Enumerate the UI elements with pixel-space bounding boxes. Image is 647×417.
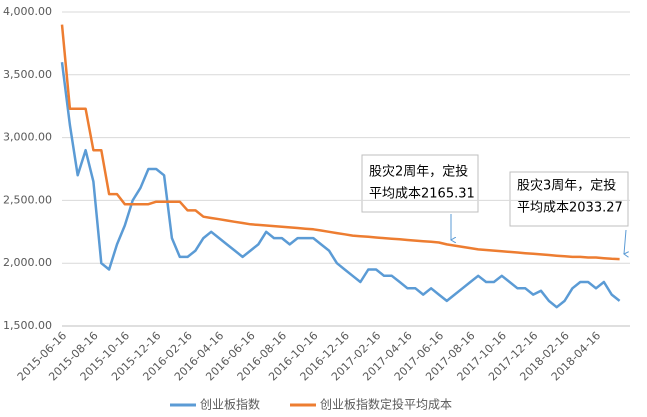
annotation-box — [361, 154, 479, 213]
annotation-arrow — [624, 229, 626, 254]
y-tick-label: 2,500.00 — [3, 193, 52, 206]
annotation-text: 平均成本2033.27 — [517, 201, 623, 216]
y-tick-label: 3,000.00 — [3, 131, 52, 144]
series-line — [60, 24, 620, 261]
annotation-text: 股灾3周年，定投 — [517, 178, 616, 194]
legend-label: 创业板指数定投平均成本 — [320, 397, 452, 412]
annotation-text: 平均成本2165.31 — [369, 187, 475, 202]
y-tick-label: 1,500.00 — [3, 319, 52, 332]
y-tick-label: 2,000.00 — [3, 256, 52, 269]
y-tick-label: 3,500.00 — [3, 68, 52, 81]
annotation-text: 股灾2周年，定投 — [369, 164, 468, 180]
series-line — [60, 62, 621, 309]
y-tick-label: 4,000.00 — [3, 5, 52, 18]
legend-label: 创业板指数 — [200, 397, 260, 412]
annotation-box — [509, 171, 629, 227]
